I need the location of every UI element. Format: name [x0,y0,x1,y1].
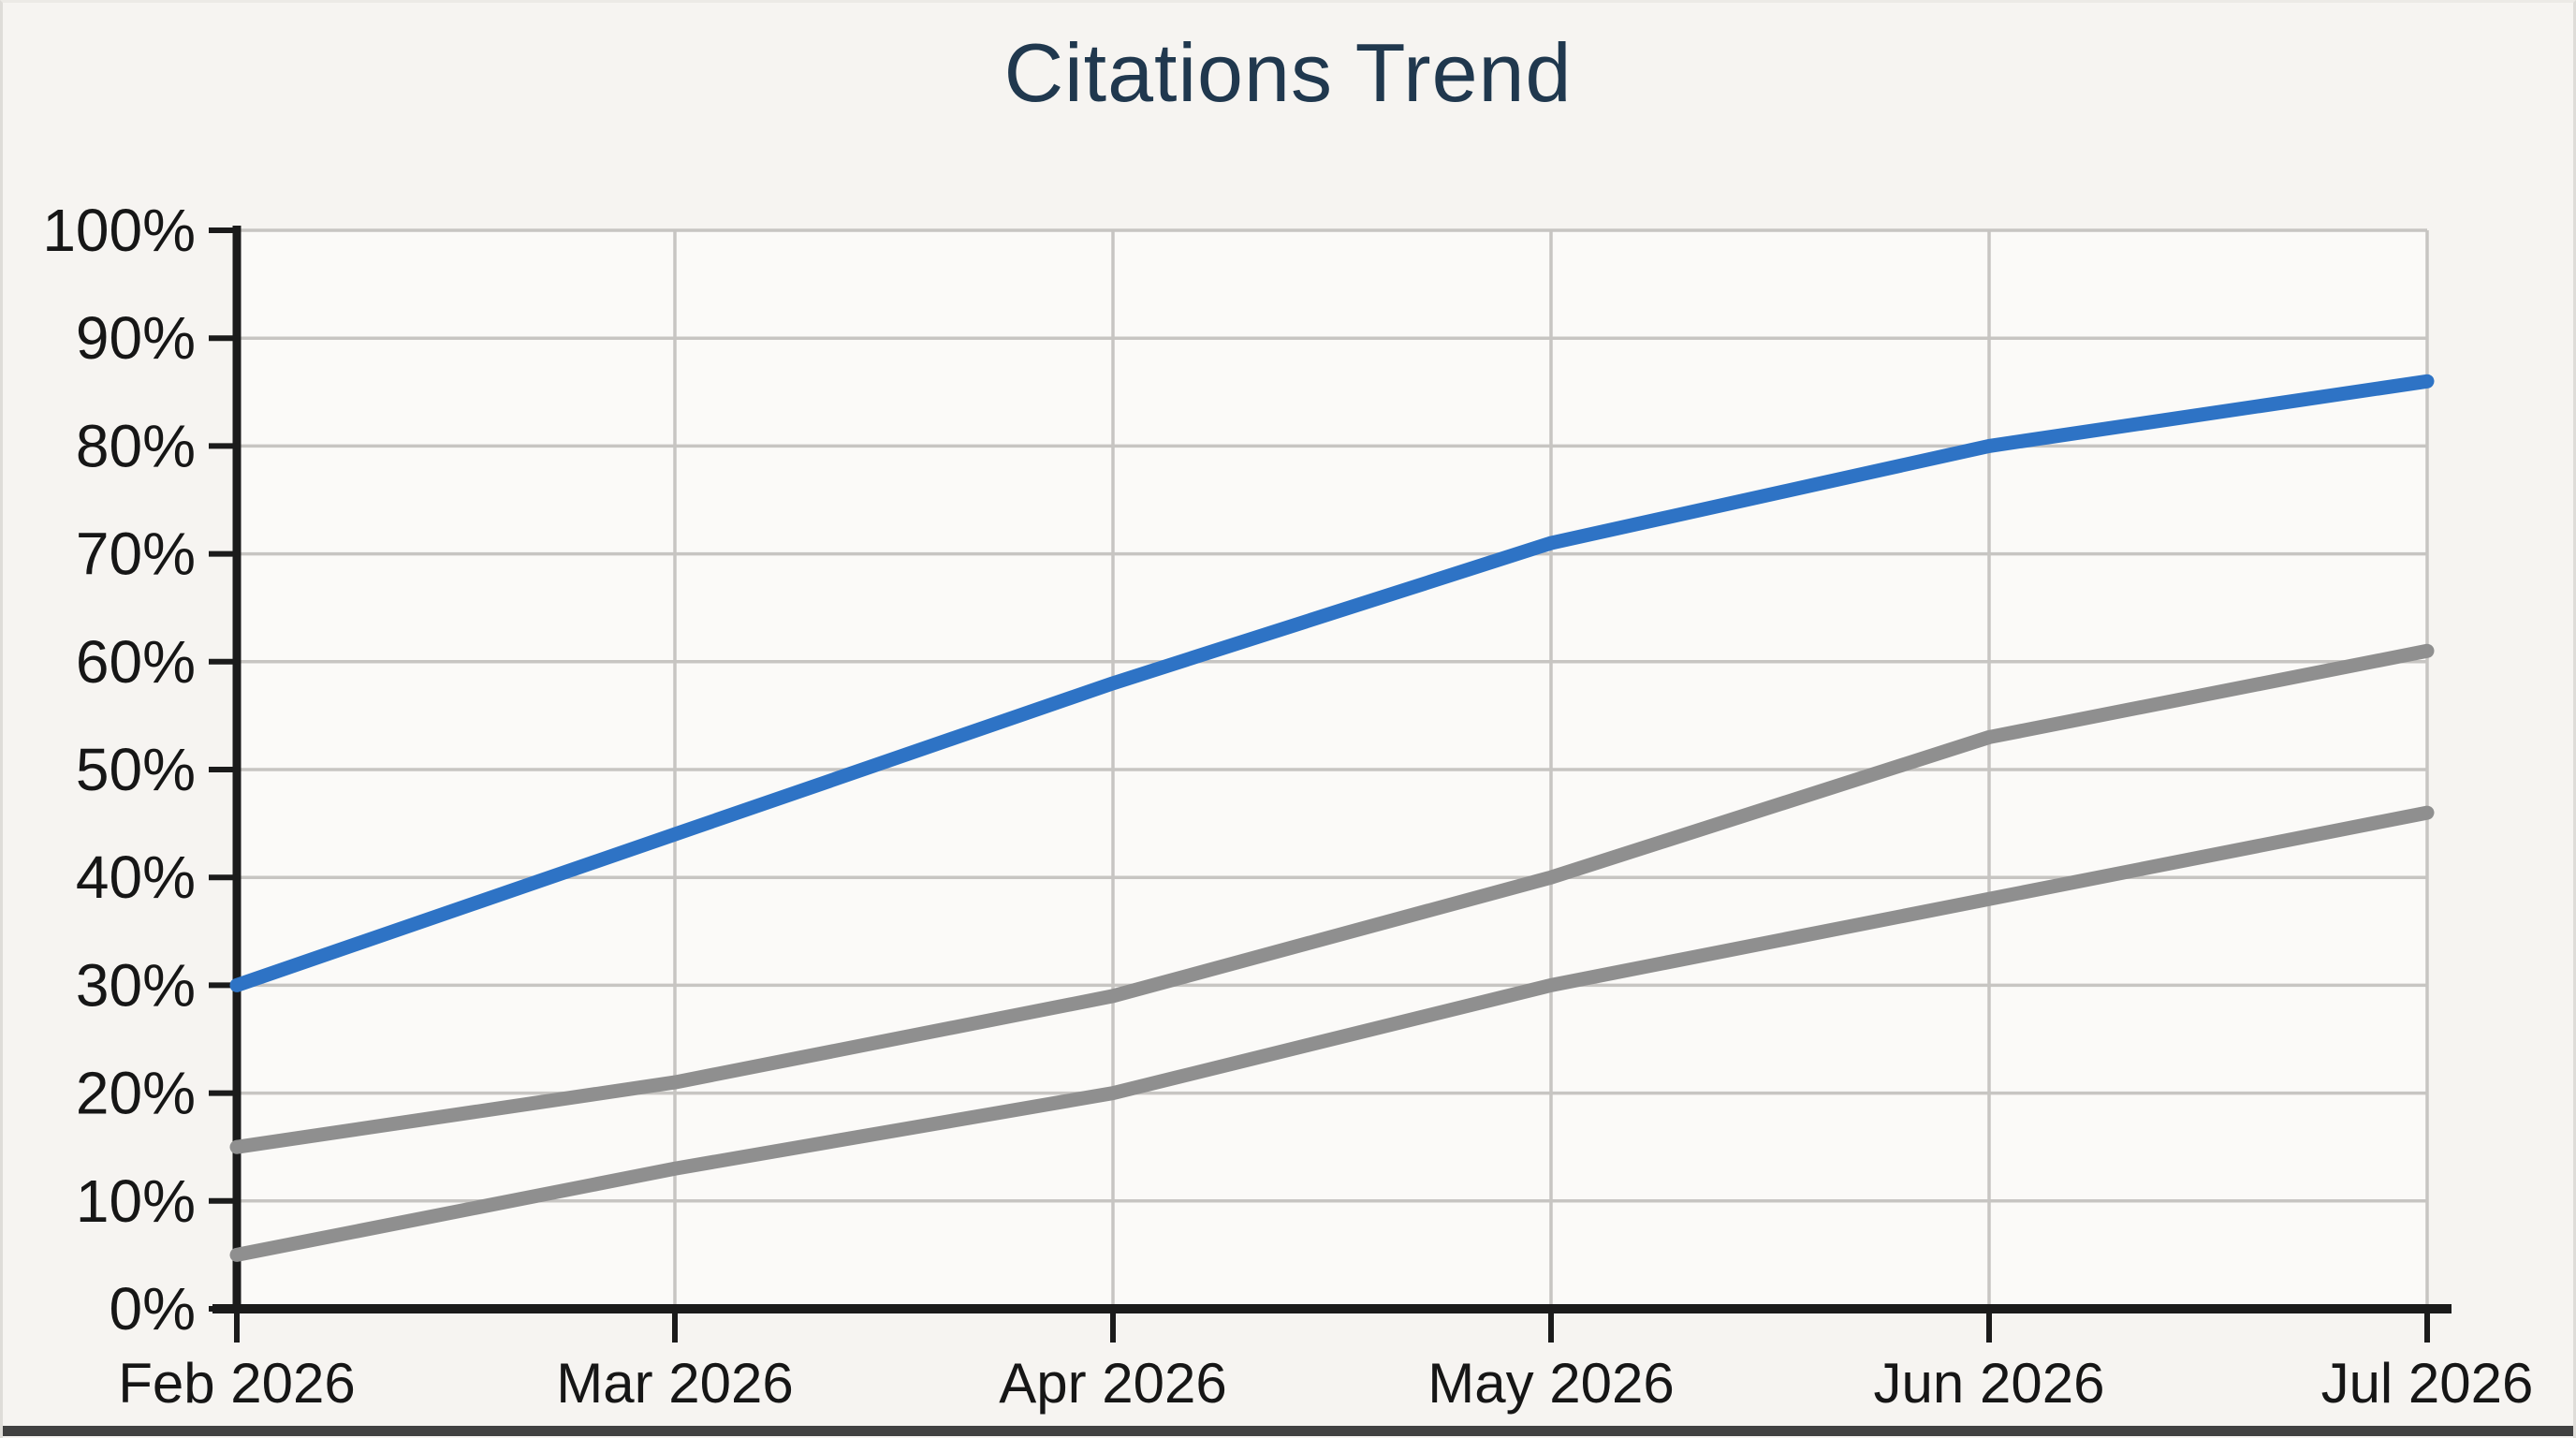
y-tick-label: 50% [76,736,196,803]
gray-upper-line [229,643,2435,1154]
y-tick-label: 20% [76,1060,196,1127]
x-tick-label: Mar 2026 [556,1352,793,1415]
gray-lower-line [229,805,2435,1262]
y-tick-label: 70% [76,521,196,588]
x-tick-label: Jun 2026 [1874,1352,2105,1415]
y-tick-label: 80% [76,412,196,479]
y-tick-label: 30% [76,951,196,1019]
chart-title: Citations Trend [1003,26,1573,119]
blue-primary-line [229,374,2435,992]
bottom-edge-line [3,1426,2573,1436]
y-tick-label: 90% [76,304,196,372]
x-tick-label: May 2026 [1427,1352,1675,1415]
citations-trend-line-chart: 0% 10% 20% 30% 40% 50% 60% 70% 80% 90% 100% Feb 202… [42,197,2534,1415]
y-tick-label: 40% [76,844,196,911]
y-tick-label: 10% [76,1167,196,1235]
x-tick-label: Feb 2026 [118,1352,356,1415]
y-tick-label: 60% [76,628,196,696]
y-tick-label: 0% [110,1275,197,1343]
y-tick-label: 100% [42,197,196,264]
x-tick-label: Jul 2026 [2321,1352,2534,1415]
x-tick-label: Apr 2026 [999,1352,1227,1415]
